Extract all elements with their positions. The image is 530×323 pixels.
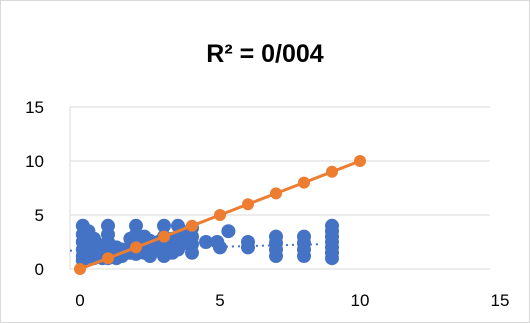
x-tick-label: 10 [351,291,370,310]
x-axis-ticks: 0 5 10 15 [75,291,509,310]
scatter-point [157,218,171,233]
series-blue-points [75,218,339,268]
line-marker [130,241,142,254]
line-marker [326,165,338,178]
scatter-point [199,235,213,249]
line-marker [214,209,226,221]
gridlines [70,106,490,216]
line-marker [298,176,310,189]
line-marker [186,219,198,232]
axis-lines [69,107,490,270]
scatter-point [185,245,199,260]
line-marker [270,187,282,200]
scatter-point [269,249,283,264]
y-tick-label: 15 [25,98,44,117]
y-tick-label: 10 [25,152,44,171]
y-axis-ticks: 0 5 10 15 [25,98,44,279]
line-marker [158,230,170,243]
line-marker [242,198,254,211]
y-tick-label: 5 [35,206,44,225]
x-tick-label: 0 [75,291,84,310]
line-marker [74,263,86,275]
scatter-point [221,224,236,239]
line-marker [354,155,366,167]
scatter-point [213,240,227,255]
series-orange-line [74,155,366,275]
scatter-point [297,249,311,264]
chart-title: R² = 0/004 [206,40,324,68]
x-tick-label: 15 [491,291,510,310]
y-tick-label: 0 [35,260,44,279]
line-marker [102,252,114,265]
scatter-point [241,240,255,255]
scatter-point [325,251,339,266]
x-tick-label: 5 [215,291,224,310]
